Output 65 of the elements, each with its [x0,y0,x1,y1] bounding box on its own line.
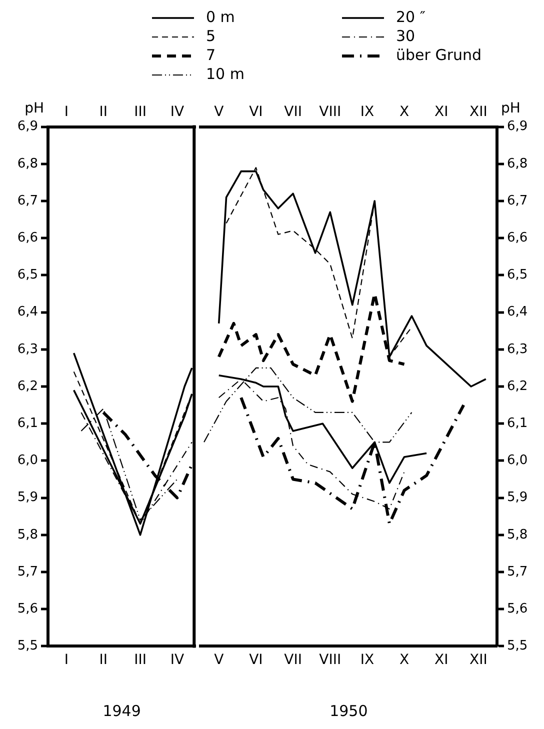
category-label: IX [360,104,374,120]
y-tick-label: 6,0 [17,453,38,468]
x-tick-label: XI [434,652,448,668]
y-axis-title: pH [24,100,44,117]
y2-tick-label: 6,3 [507,342,528,357]
category-label: VIII [319,104,342,120]
y2-tick-label: 6,6 [507,230,528,246]
y2-tick-label: 6,7 [507,193,528,208]
x-tick-label: VII [284,652,302,668]
legend-label: 30 [396,27,416,46]
x-tick-label: I [64,652,69,668]
category-label: XII [470,104,488,120]
y-tick-label: 6,7 [17,193,38,208]
category-label: II [99,104,108,120]
category-label: X [399,104,410,120]
category-label: I [64,104,69,120]
legend-label: 10 m [206,65,244,84]
y-tick-label: 5,8 [17,527,38,542]
x-tick-label: IX [360,652,374,668]
x-axis-title: 1949 [102,702,141,720]
y-tick-label: 6,2 [17,378,38,394]
category-label: V [214,104,224,120]
y-tick-label: 6,4 [17,304,38,320]
y2-tick-label: 5,9 [507,490,528,506]
y2-tick-label: 6,2 [507,378,528,394]
y-tick-label: 6,8 [17,156,38,172]
y2-tick-label: 6,4 [507,304,528,320]
x-tick-label: X [399,652,410,668]
y2-tick-label: 6,8 [507,156,528,172]
y-tick-label: 6,5 [17,268,38,283]
y2-tick-label: 6,1 [507,416,528,431]
x-tick-label: VIII [319,652,342,668]
y-tick-label: 6,6 [17,230,38,246]
category-label: VII [284,104,302,120]
legend-label: über Grund [396,46,482,65]
category-label: XI [434,104,448,120]
y2-tick-label: 5,8 [507,527,528,542]
category-label: IV [170,104,184,120]
y2-tick-label: 6,9 [507,119,528,134]
y-tick-label: 5,9 [17,490,38,506]
y-tick-label: 6,9 [17,119,38,134]
x-tick-label: III [134,652,146,668]
legend-label: 20 ″ [396,8,426,27]
y2-tick-label: 6,0 [507,453,528,468]
y-tick-label: 5,5 [17,638,38,654]
legend-label: 0 m [206,8,235,27]
category-label: III [134,104,146,120]
y-tick-label: 6,3 [17,342,38,357]
y2-tick-label: 5,6 [507,601,528,616]
x-axis-title: 1950 [330,702,368,720]
x-tick-label: V [214,652,224,668]
category-label: VI [249,104,263,120]
y2-tick-label: 5,5 [507,638,528,654]
y-tick-label: 5,6 [17,601,38,616]
legend-label: 5 [206,27,216,46]
x-tick-label: IV [170,652,184,668]
y-tick-label: 6,1 [17,416,38,431]
x-tick-label: II [99,652,108,668]
y2-axis-title: pH [501,100,520,117]
y2-tick-label: 6,5 [507,268,528,283]
x-tick-label: XII [470,652,488,668]
legend-label: 7 [206,46,216,65]
y2-tick-label: 5,7 [507,564,528,580]
y-tick-label: 5,7 [17,564,38,580]
x-tick-label: VI [249,652,263,668]
